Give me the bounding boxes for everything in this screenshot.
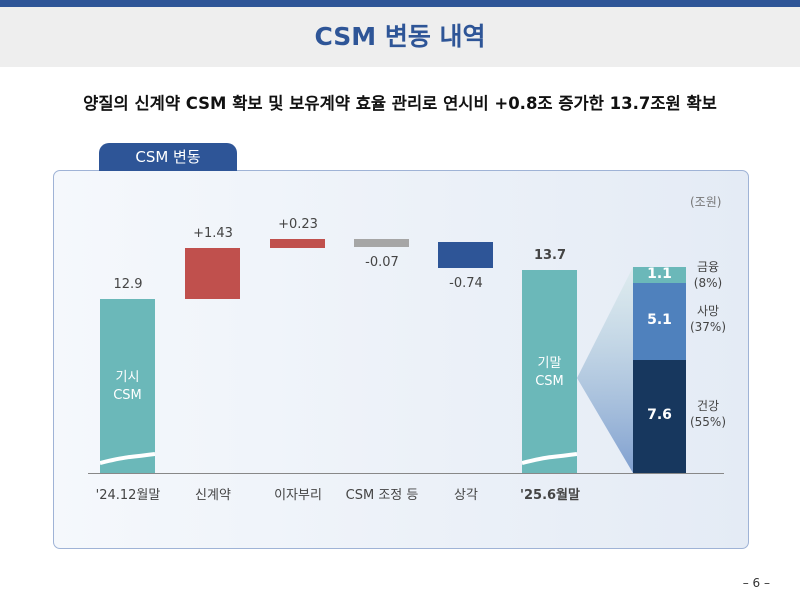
breakdown-value-1: 5.1 [647, 312, 672, 329]
breakdown-pct-0: (8%) [693, 276, 723, 291]
data-label-3: -0.07 [365, 255, 399, 271]
breakdown-name-0: 금융 [696, 260, 720, 275]
data-label-5: 13.7 [533, 248, 567, 264]
page-title: CSM 변동 내역 [0, 7, 800, 67]
page-number: – 6 – [742, 576, 770, 590]
breakdown-segment-사망 [633, 283, 686, 360]
bar-text-start-0: 기시 [115, 370, 140, 385]
data-label-2: +0.23 [278, 217, 318, 233]
breakdown-value-0: 1.1 [647, 266, 672, 283]
axis-break-icon [522, 452, 577, 465]
bar-5 [522, 270, 577, 473]
bar-3 [354, 239, 409, 248]
axis-break-icon [100, 452, 155, 465]
bar-4 [438, 241, 493, 269]
breakdown-pct-1: (37%) [689, 320, 727, 335]
bar-text-end-1: CSM [535, 374, 564, 389]
chart-tab-label: CSM 변동 [99, 143, 237, 171]
breakdown-segment-금융 [633, 267, 686, 284]
bar-0 [100, 299, 155, 473]
top-accent-bar [0, 0, 800, 7]
x-axis [88, 473, 724, 474]
breakdown-value-2: 7.6 [647, 407, 672, 424]
bar-text-start-1: CSM [113, 388, 142, 403]
breakdown-pct-2: (55%) [689, 415, 727, 430]
category-label-5: '25.6월말 [520, 488, 580, 503]
unit-label: (조원) [690, 195, 722, 209]
category-label-4: 상각 [454, 488, 478, 503]
page-subtitle: 양질의 신계약 CSM 확보 및 보유계약 효율 관리로 연시비 +0.8조 증… [83, 94, 717, 113]
breakdown-name-1: 사망 [696, 304, 720, 319]
category-label-3: CSM 조정 등 [345, 488, 419, 503]
data-label-0: 12.9 [113, 277, 143, 292]
category-label-2: 이자부리 [274, 488, 322, 503]
breakdown-segment-건강 [633, 359, 686, 473]
bar-text-end-0: 기말 [537, 356, 562, 371]
funnel-shape [577, 267, 633, 473]
breakdown-name-2: 건강 [696, 399, 720, 414]
category-label-0: '24.12월말 [95, 488, 161, 503]
category-label-1: 신계약 [195, 488, 231, 503]
data-label-4: -0.74 [449, 276, 483, 292]
bar-2 [270, 239, 325, 248]
data-label-1: +1.43 [193, 225, 233, 241]
bar-1 [185, 247, 240, 299]
